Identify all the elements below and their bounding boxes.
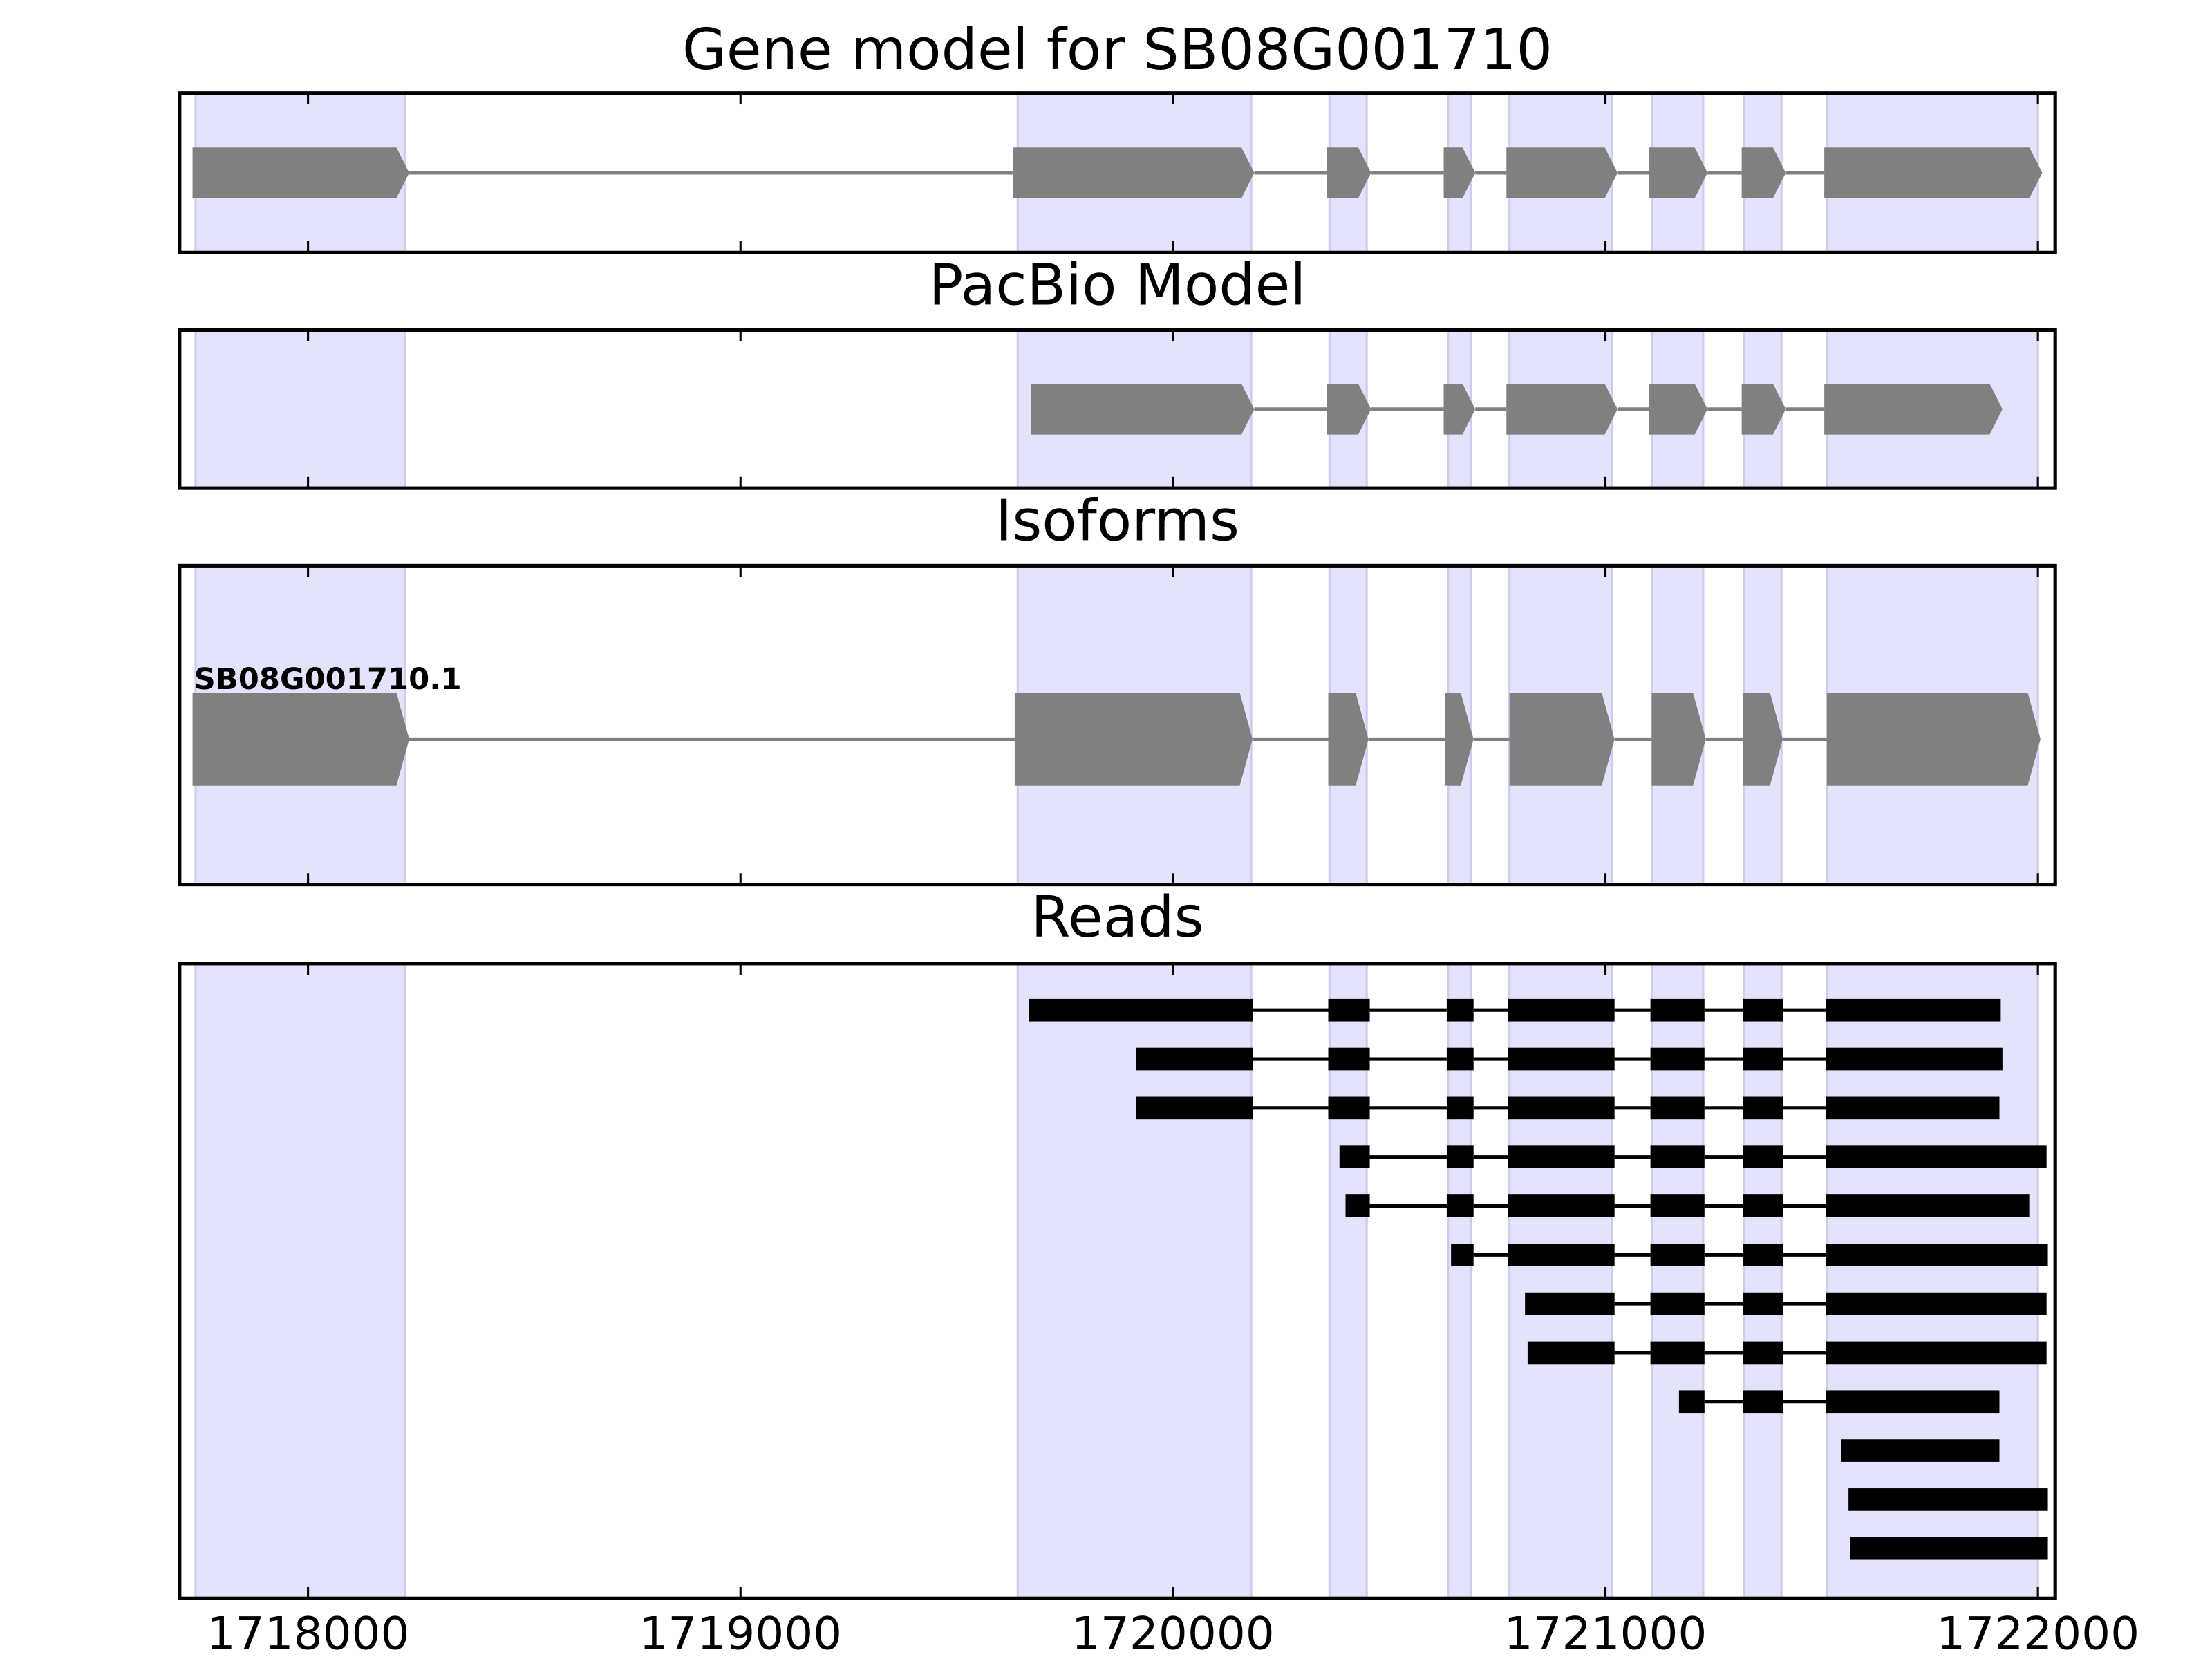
read-block bbox=[1508, 1047, 1615, 1071]
read-block bbox=[1825, 1096, 2000, 1120]
read-block bbox=[1825, 1047, 2003, 1071]
read-block bbox=[1743, 1341, 1783, 1365]
read-block bbox=[1029, 998, 1253, 1022]
exon bbox=[1509, 693, 1615, 786]
exon bbox=[1824, 147, 2043, 198]
read-block bbox=[1136, 1096, 1253, 1120]
read-block bbox=[1328, 1047, 1370, 1071]
read-block bbox=[1678, 1390, 1705, 1414]
read-block bbox=[1743, 1047, 1783, 1071]
read-block bbox=[1650, 1292, 1705, 1315]
panel-frame bbox=[178, 91, 2057, 254]
panel-frame bbox=[178, 563, 2057, 887]
panel-title: Isoforms bbox=[995, 489, 1239, 554]
exon bbox=[192, 147, 410, 198]
exon bbox=[1506, 147, 1618, 198]
exon bbox=[1014, 693, 1253, 786]
panel-frame bbox=[178, 962, 2057, 1600]
exon bbox=[1327, 147, 1371, 198]
exon bbox=[1649, 384, 1708, 435]
x-tick-label: 1720000 bbox=[1071, 1608, 1275, 1659]
read-block bbox=[1446, 1047, 1474, 1071]
read-block bbox=[1328, 1096, 1370, 1120]
read-block bbox=[1525, 1292, 1615, 1315]
exon bbox=[1649, 147, 1708, 198]
exon bbox=[1328, 693, 1369, 786]
exon bbox=[1741, 384, 1786, 435]
panel-title: PacBio Model bbox=[929, 253, 1306, 319]
read-block bbox=[1825, 1194, 2030, 1217]
exon bbox=[1824, 384, 2003, 435]
read-block bbox=[1650, 998, 1705, 1022]
exon bbox=[1013, 147, 1255, 198]
panel-title: Gene model for SB08G001710 bbox=[682, 17, 1553, 83]
read-block bbox=[1743, 1292, 1783, 1315]
read-block bbox=[1508, 998, 1615, 1022]
read-block bbox=[1446, 1194, 1474, 1217]
exon bbox=[1445, 693, 1474, 786]
read-block bbox=[1825, 1292, 2047, 1315]
read-block bbox=[1848, 1488, 2048, 1511]
read-block bbox=[1446, 1145, 1474, 1168]
read-block bbox=[1825, 1145, 2047, 1168]
read-block bbox=[1743, 1390, 1783, 1414]
read-block bbox=[1650, 1096, 1705, 1120]
read-block bbox=[1508, 1096, 1615, 1120]
exon bbox=[1443, 384, 1476, 435]
read-block bbox=[1743, 1243, 1783, 1266]
read-block bbox=[1850, 1537, 2048, 1560]
read-block bbox=[1345, 1194, 1370, 1217]
x-tick-label: 1718000 bbox=[207, 1608, 410, 1659]
exon bbox=[1743, 693, 1783, 786]
read-block bbox=[1451, 1243, 1474, 1266]
read-block bbox=[1446, 998, 1474, 1022]
read-block bbox=[1508, 1145, 1615, 1168]
read-block bbox=[1841, 1439, 2000, 1462]
exon bbox=[192, 693, 410, 786]
exon bbox=[1506, 384, 1618, 435]
read-block bbox=[1508, 1243, 1615, 1266]
exon bbox=[1031, 384, 1255, 435]
read-block bbox=[1825, 1390, 2000, 1414]
read-block bbox=[1446, 1096, 1474, 1120]
isoform-label: SB08G001710.1 bbox=[194, 662, 462, 697]
read-block bbox=[1825, 1243, 2048, 1266]
read-block bbox=[1650, 1194, 1705, 1217]
exon bbox=[1651, 693, 1706, 786]
exon bbox=[1741, 147, 1786, 198]
exon bbox=[1443, 147, 1476, 198]
read-block bbox=[1136, 1047, 1253, 1071]
exon-highlight bbox=[194, 962, 406, 1600]
read-block bbox=[1650, 1145, 1705, 1168]
panel-frame bbox=[178, 328, 2057, 490]
exon-highlight bbox=[194, 329, 406, 489]
read-block bbox=[1328, 998, 1370, 1022]
read-block bbox=[1825, 1341, 2047, 1365]
read-block bbox=[1650, 1341, 1705, 1365]
x-tick-label: 1722000 bbox=[1936, 1608, 2139, 1659]
exon bbox=[1826, 693, 2041, 786]
panel-title: Reads bbox=[1031, 885, 1203, 950]
read-block bbox=[1650, 1047, 1705, 1071]
read-block bbox=[1743, 1194, 1783, 1217]
read-block bbox=[1650, 1243, 1705, 1266]
read-block bbox=[1743, 1145, 1783, 1168]
x-tick-label: 1719000 bbox=[639, 1608, 842, 1659]
read-block bbox=[1508, 1194, 1615, 1217]
read-block bbox=[1743, 998, 1783, 1022]
read-block bbox=[1339, 1145, 1370, 1168]
x-tick-label: 1721000 bbox=[1504, 1608, 1707, 1659]
read-block bbox=[1743, 1096, 1783, 1120]
read-block bbox=[1527, 1341, 1615, 1365]
exon bbox=[1327, 384, 1371, 435]
read-block bbox=[1825, 998, 2001, 1022]
